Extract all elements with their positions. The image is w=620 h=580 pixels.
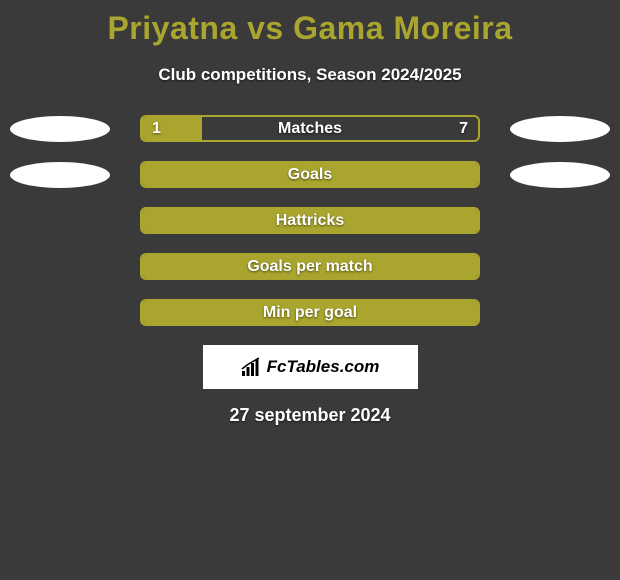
bar-matches: 1 Matches 7 [140,115,480,142]
subtitle: Club competitions, Season 2024/2025 [0,65,620,85]
right-oval [510,116,610,142]
bar-label: Goals [288,166,332,184]
row-matches: 1 Matches 7 [0,115,620,142]
logo-text: FcTables.com [267,357,380,377]
row-goals-per-match: Goals per match [0,253,620,280]
left-oval [10,162,110,188]
bar-goals-per-match: Goals per match [140,253,480,280]
bar-hattricks: Hattricks [140,207,480,234]
bar-value-right: 7 [459,120,468,138]
bar-label: Goals per match [247,258,372,276]
chart-icon [241,357,263,377]
bar-goals: Goals [140,161,480,188]
bar-label: Hattricks [276,212,344,230]
bar-label: Min per goal [263,304,357,322]
row-goals: Goals [0,161,620,188]
row-hattricks: Hattricks [0,207,620,234]
right-oval [510,162,610,188]
page-title: Priyatna vs Gama Moreira [0,0,620,47]
bar-min-per-goal: Min per goal [140,299,480,326]
row-min-per-goal: Min per goal [0,299,620,326]
left-oval [10,116,110,142]
bar-value-left: 1 [152,120,161,138]
comparison-rows: 1 Matches 7 Goals Hattricks Goals per ma… [0,115,620,326]
date: 27 september 2024 [0,405,620,426]
logo-box: FcTables.com [203,345,418,389]
bar-label: Matches [278,120,342,138]
